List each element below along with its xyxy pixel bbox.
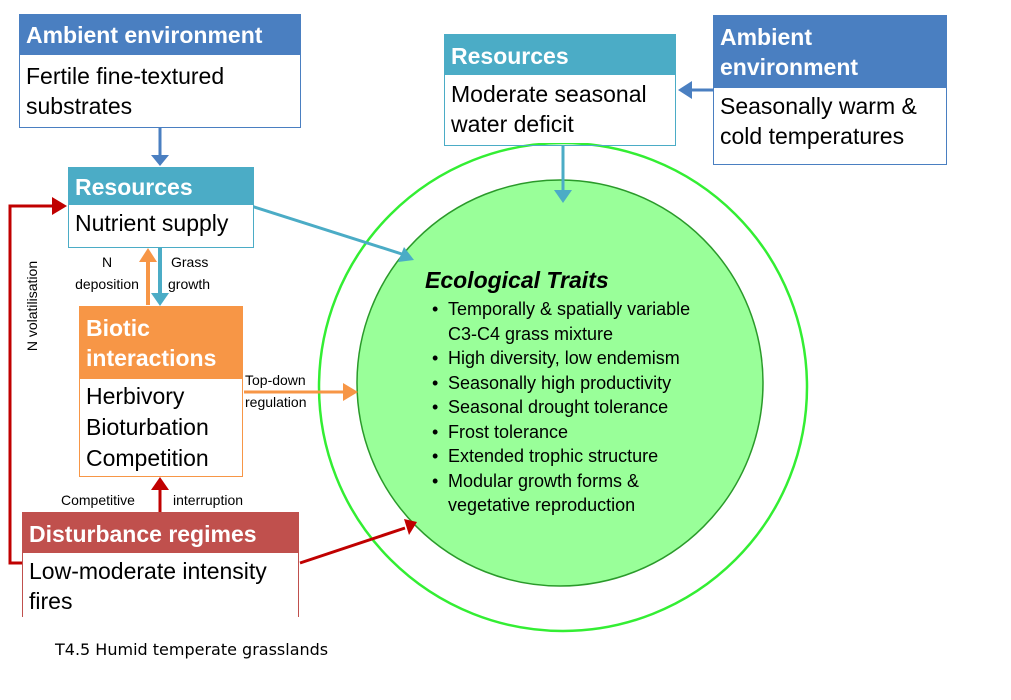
arrowhead	[151, 293, 169, 306]
label-n-volatilisation: N volatilisation	[24, 260, 40, 352]
arrowhead	[139, 248, 157, 262]
label-grass-growth: Grass growth	[168, 254, 211, 292]
ambient-right-box: Ambient environment Seasonally warm & co…	[713, 15, 947, 165]
arrowhead	[678, 81, 692, 99]
biotic-item-competition: Competition	[86, 445, 209, 471]
traits-panel: Ecological Traits • Temporally & spatiall…	[418, 265, 718, 518]
arrowhead	[151, 155, 169, 166]
traits-title: Ecological Traits	[425, 267, 609, 293]
label-n-deposition: N deposition	[75, 254, 139, 292]
arrowhead	[398, 247, 414, 262]
traits-circle	[356, 179, 764, 587]
ambient-left-body: Fertile fine-textured substrates	[20, 55, 300, 125]
label-competitive: Competitive	[61, 492, 135, 508]
ambient-left-box: Ambient environment Fertile fine-texture…	[19, 14, 301, 128]
trait-item: • Extended trophic structure	[432, 446, 659, 466]
arrowhead	[151, 477, 169, 490]
biotic-title: Biotic interactions	[80, 307, 242, 379]
resources-left-body: Nutrient supply	[69, 205, 253, 242]
disturbance-title: Disturbance regimes	[23, 513, 298, 553]
disturbance-body: Low-moderate intensity fires	[23, 553, 298, 620]
trait-item: • High diversity, low endemism	[432, 348, 680, 368]
biotic-list: Herbivory Bioturbation Competition	[80, 379, 242, 476]
figure-caption: T4.5 Humid temperate grasslands	[55, 640, 329, 659]
resources-left-title: Resources	[69, 168, 253, 205]
resources-left-box: Resources Nutrient supply	[68, 167, 254, 248]
trait-item: • Modular growth forms & vegetative repro…	[432, 470, 640, 516]
arrowhead	[343, 383, 358, 401]
trait-item: • Temporally & spatially variable C3-C4 g…	[432, 299, 691, 344]
resources-top-body: Moderate seasonal water deficit	[445, 75, 675, 143]
traits-list: • Temporally & spatially variable C3-C4 g…	[418, 297, 718, 518]
label-interruption: interruption	[173, 492, 244, 508]
ambient-left-title: Ambient environment	[20, 15, 300, 55]
ambient-right-body: Seasonally warm & cold temperatures	[714, 88, 946, 155]
resources-top-title: Resources	[445, 35, 675, 75]
label-topdown: Top-down regulation	[245, 372, 307, 410]
biotic-item-herbivory: Herbivory	[86, 383, 185, 409]
arrow-fire-to-traits	[299, 526, 406, 565]
trait-item: • Frost tolerance	[432, 421, 569, 442]
arrowhead	[404, 519, 417, 535]
resources-top-box: Resources Moderate seasonal water defici…	[444, 34, 676, 146]
arrowhead	[554, 190, 572, 203]
disturbance-box: Disturbance regimes Low-moderate intensi…	[22, 512, 299, 620]
ambient-right-title: Ambient environment	[714, 16, 946, 88]
arrow-n-volatilisation	[8, 204, 55, 565]
trait-item: • Seasonal drought tolerance	[432, 397, 669, 417]
trait-item: • Seasonally high productivity	[432, 372, 672, 393]
arrowhead	[52, 197, 67, 215]
biotic-item-bioturbation: Bioturbation	[86, 414, 209, 440]
biotic-box: Biotic interactions Herbivory Bioturbati…	[79, 306, 243, 477]
arrow-nutrient-to-traits	[247, 203, 406, 257]
